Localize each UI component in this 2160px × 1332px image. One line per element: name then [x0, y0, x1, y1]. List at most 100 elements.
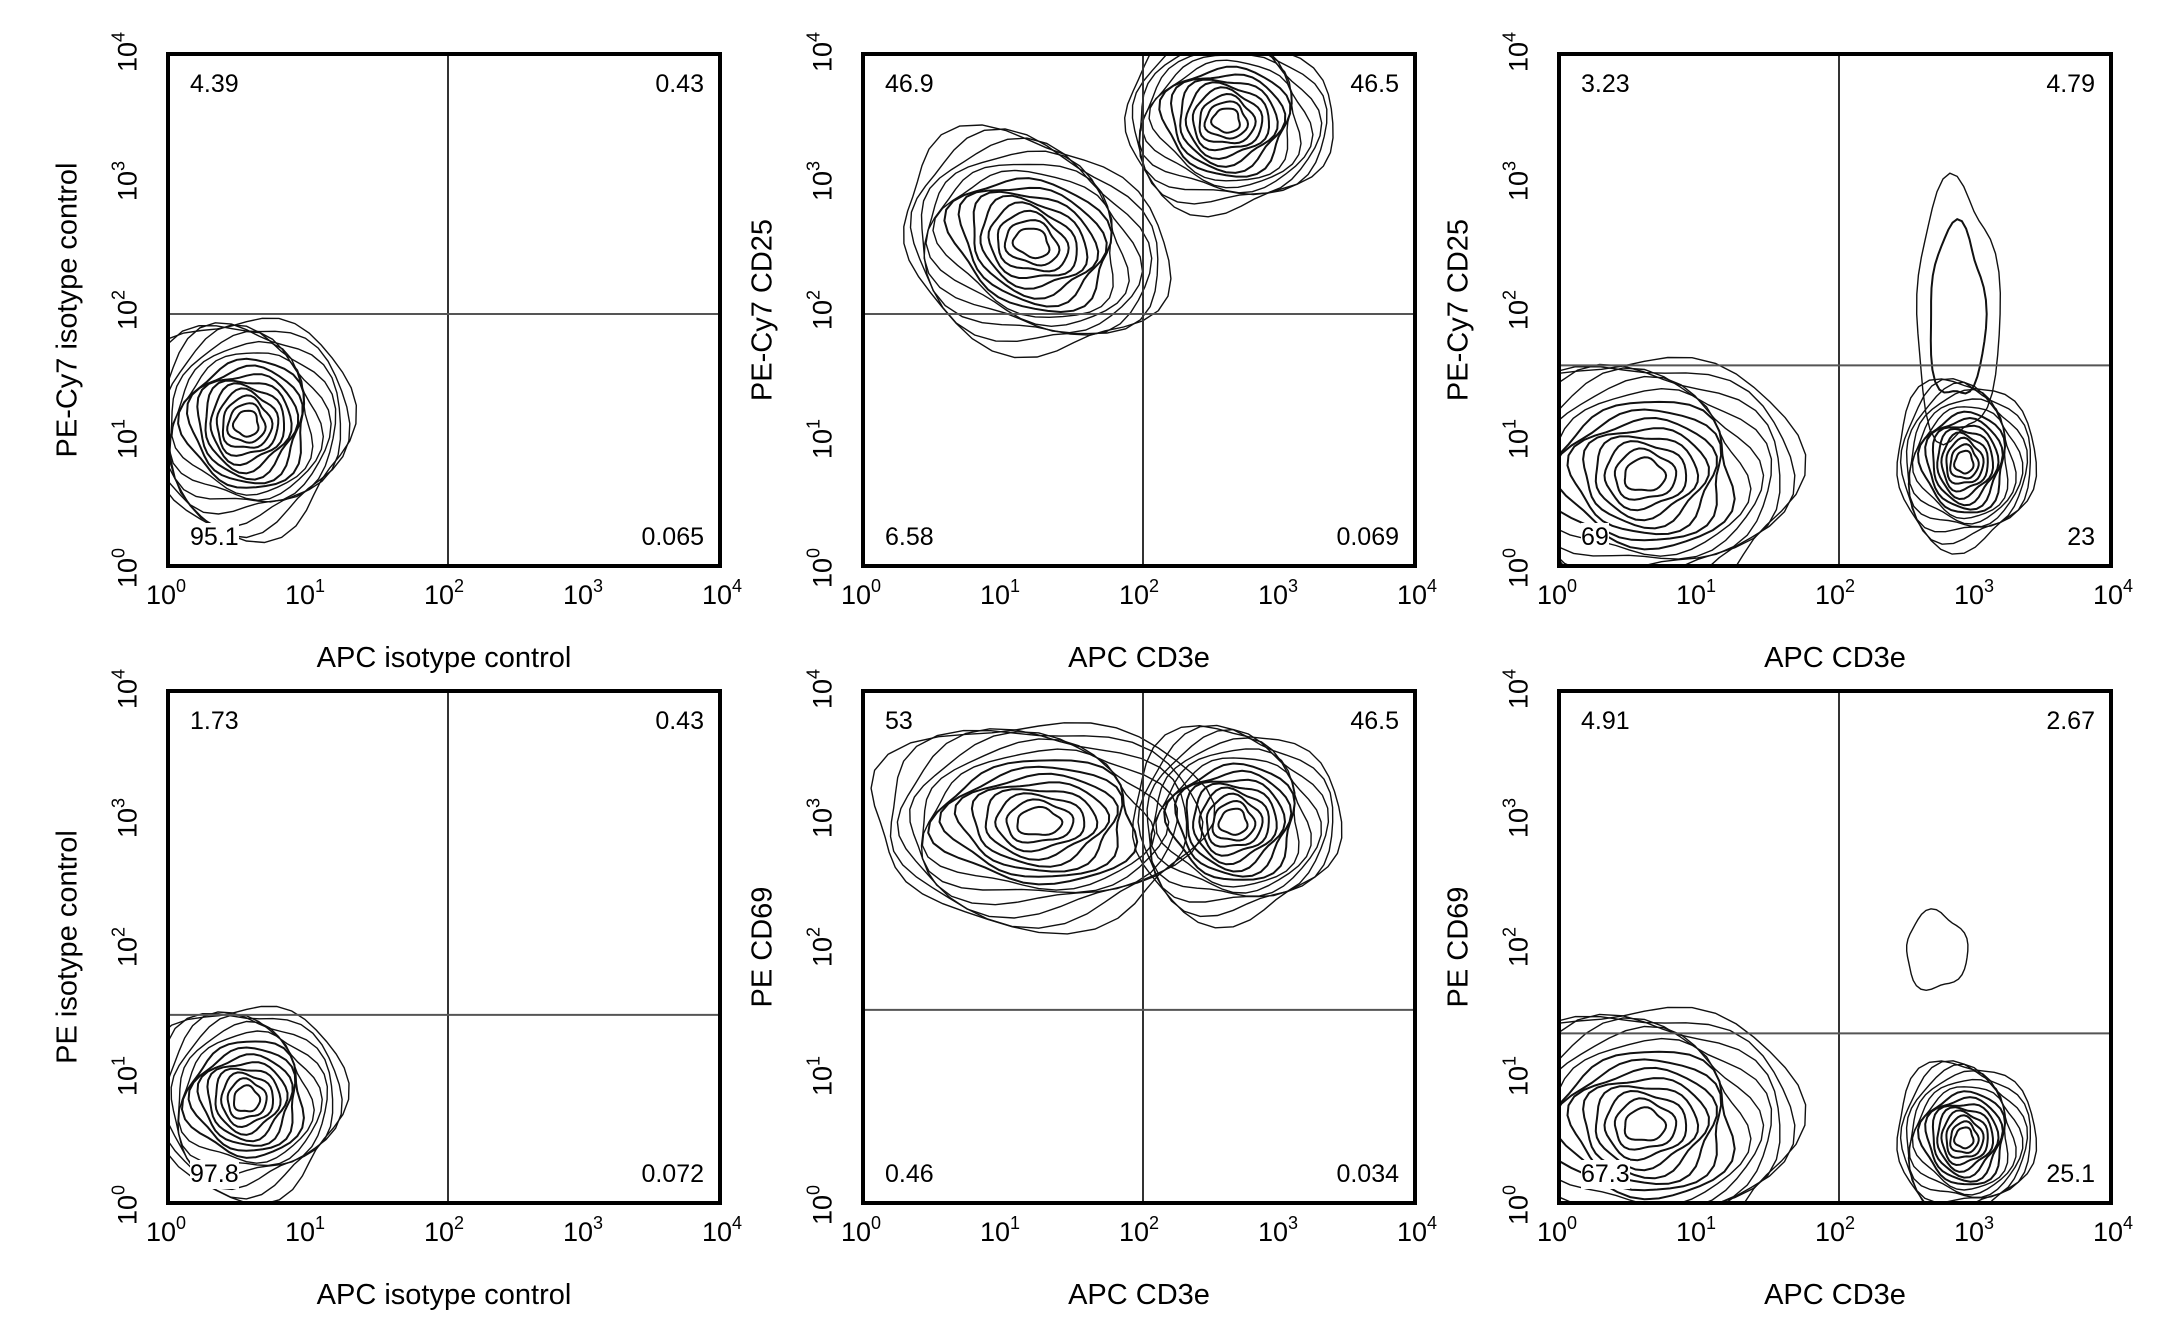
quadrant-lower-left-value: 0.46: [885, 1160, 934, 1189]
y-tick-label: 101: [1499, 418, 1534, 460]
y-axis-label: PE-Cy7 CD25: [1442, 218, 1475, 402]
contour-plot-area: [1561, 56, 2109, 564]
x-tick-label: 102: [423, 1213, 465, 1247]
x-tick-label: 103: [1953, 576, 1995, 610]
y-tick-label: 101: [803, 418, 838, 460]
x-axis-label: APC isotype control: [316, 1279, 572, 1311]
y-tick-label: 100: [803, 1184, 838, 1226]
quadrant-lower-right-value: 0.065: [641, 523, 704, 551]
y-tick-label: 102: [108, 289, 143, 331]
quadrant-lower-right-value: 25.1: [2046, 1160, 2095, 1188]
y-tick-label: 100: [1499, 547, 1534, 589]
plot-frame: 1.73 0.43 97.8 0.072: [166, 689, 722, 1205]
quadrant-lower-left-value: 97.8: [190, 1160, 239, 1189]
x-tick-label: 104: [1396, 1213, 1438, 1247]
plot-frame: 53 46.5 0.46 0.034: [861, 689, 1417, 1205]
x-tick-label: 101: [1675, 1213, 1717, 1247]
x-tick-label: 104: [2092, 1213, 2134, 1247]
y-tick-label: 102: [1499, 289, 1534, 331]
y-tick-label: 102: [108, 926, 143, 968]
contour-plot-panel: 3.23 4.79 69 23 100 100 101 101 102 102 103 103 1…: [1443, 32, 2134, 674]
contour-plot-panel: 1.73 0.43 97.8 0.072 100 100 101 101 102 102 10…: [52, 669, 743, 1311]
quadrant-lower-left-value: 69: [1581, 523, 1609, 552]
y-axis-label: PE-Cy7 CD25: [746, 218, 779, 402]
contour-plot-area: [1561, 693, 2109, 1201]
quadrant-lower-right-value: 0.069: [1336, 523, 1399, 551]
contour-plot-panel: 53 46.5 0.46 0.034 100 100 101 101 102 102 103 1…: [747, 669, 1438, 1311]
y-tick-label: 102: [803, 289, 838, 331]
quadrant-lower-left-value: 67.3: [1581, 1160, 1630, 1189]
quadrant-upper-right-value: 0.43: [655, 707, 704, 735]
quadrant-upper-right-value: 46.5: [1350, 70, 1399, 98]
quadrant-lower-right-value: 23: [2067, 523, 2095, 551]
y-tick-label: 103: [803, 160, 838, 202]
y-tick-label: 101: [108, 418, 143, 460]
y-tick-label: 104: [108, 31, 143, 73]
x-tick-label: 103: [562, 1213, 604, 1247]
x-tick-label: 102: [1814, 1213, 1856, 1247]
y-tick-label: 104: [803, 668, 838, 710]
quadrant-lower-right-value: 0.072: [641, 1160, 704, 1188]
plot-frame: 4.91 2.67 67.3 25.1: [1557, 689, 2113, 1205]
y-tick-label: 103: [1499, 797, 1534, 839]
quadrant-upper-left-value: 3.23: [1581, 70, 1630, 98]
contour-plot-area: [170, 693, 718, 1201]
quadrant-upper-left-value: 4.39: [190, 70, 239, 98]
contour-plot-area: [170, 56, 718, 564]
y-tick-label: 100: [1499, 1184, 1534, 1226]
y-tick-label: 103: [108, 160, 143, 202]
x-tick-label: 102: [1118, 576, 1160, 610]
contour-plot-panel: 4.39 0.43 95.1 0.065 100 100 101 101 102 102 10…: [52, 32, 743, 674]
y-tick-label: 104: [803, 31, 838, 73]
x-tick-label: 104: [701, 1213, 743, 1247]
quadrant-upper-left-value: 4.91: [1581, 707, 1630, 735]
x-tick-label: 100: [1536, 1213, 1578, 1247]
x-tick-label: 100: [145, 576, 187, 610]
x-tick-label: 102: [1118, 1213, 1160, 1247]
quadrant-upper-right-value: 4.79: [2046, 70, 2095, 98]
x-tick-label: 100: [1536, 576, 1578, 610]
x-axis-label: APC CD3e: [1068, 642, 1210, 674]
y-tick-label: 101: [803, 1055, 838, 1097]
x-tick-label: 101: [284, 1213, 326, 1247]
y-tick-label: 103: [108, 797, 143, 839]
y-tick-label: 104: [1499, 668, 1534, 710]
x-tick-label: 100: [840, 576, 882, 610]
x-tick-label: 104: [2092, 576, 2134, 610]
x-tick-label: 100: [145, 1213, 187, 1247]
x-axis-label: APC CD3e: [1764, 1279, 1906, 1311]
x-tick-label: 101: [1675, 576, 1717, 610]
quadrant-upper-left-value: 53: [885, 707, 913, 735]
contour-plot-area: [865, 56, 1413, 564]
quadrant-upper-left-value: 1.73: [190, 707, 239, 735]
y-axis-label: PE-Cy7 isotype control: [51, 162, 84, 458]
y-axis-label: PE CD69: [746, 886, 779, 1008]
x-tick-label: 101: [284, 576, 326, 610]
plot-frame: 4.39 0.43 95.1 0.065: [166, 52, 722, 568]
x-tick-label: 100: [840, 1213, 882, 1247]
plot-frame: 3.23 4.79 69 23: [1557, 52, 2113, 568]
quadrant-lower-left-value: 95.1: [190, 523, 239, 552]
quadrant-upper-right-value: 2.67: [2046, 707, 2095, 735]
x-tick-label: 104: [701, 576, 743, 610]
quadrant-upper-right-value: 46.5: [1350, 707, 1399, 735]
x-tick-label: 103: [1257, 1213, 1299, 1247]
contour-plot-panel: 46.9 46.5 6.58 0.069 100 100 101 101 102 102 10…: [747, 32, 1438, 674]
y-tick-label: 104: [108, 668, 143, 710]
quadrant-upper-right-value: 0.43: [655, 70, 704, 98]
quadrant-upper-left-value: 46.9: [885, 70, 934, 98]
quadrant-lower-right-value: 0.034: [1336, 1160, 1399, 1188]
y-axis-label: PE CD69: [1442, 886, 1475, 1008]
x-tick-label: 103: [1953, 1213, 1995, 1247]
x-tick-label: 103: [1257, 576, 1299, 610]
x-tick-label: 102: [1814, 576, 1856, 610]
x-tick-label: 102: [423, 576, 465, 610]
y-tick-label: 102: [803, 926, 838, 968]
y-tick-label: 103: [1499, 160, 1534, 202]
y-tick-label: 101: [1499, 1055, 1534, 1097]
y-tick-label: 101: [108, 1055, 143, 1097]
x-axis-label: APC isotype control: [316, 642, 572, 674]
x-tick-label: 103: [562, 576, 604, 610]
plot-frame: 46.9 46.5 6.58 0.069: [861, 52, 1417, 568]
x-axis-label: APC CD3e: [1764, 642, 1906, 674]
